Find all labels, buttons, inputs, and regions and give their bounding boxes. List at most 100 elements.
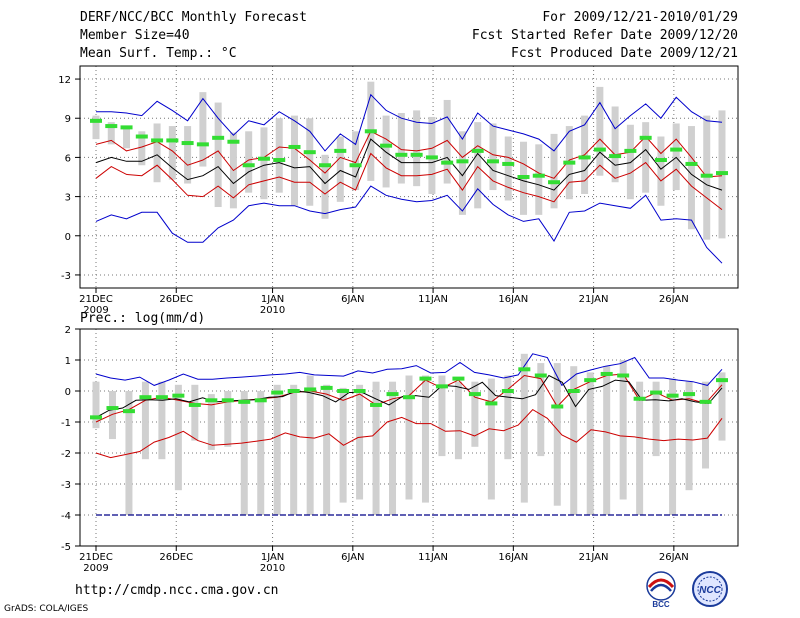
temp-obs-marker [334,148,347,153]
prec-range-bar [636,381,644,515]
temp-range-bar [596,86,604,176]
temp-range-bar [550,133,558,209]
prec-obs-marker [699,399,712,404]
temp-obs-marker [441,160,454,165]
member-size: Member Size=40 [80,28,190,43]
temp-obs-marker [456,159,469,164]
temp-range-bar [504,136,512,201]
variable-label: Mean Surf. Temp.: °C [80,46,237,61]
prec-x-tick-label: 16JAN [498,552,528,563]
prec-obs-marker [435,384,448,389]
temp-obs-marker [120,125,133,130]
temp-range-bar [413,110,421,187]
temp-range-bar [184,126,192,184]
prec-range-bar [290,384,298,515]
temp-obs-marker [670,147,683,152]
prec-range-bar [207,394,215,450]
forecast-period: For 2009/12/21-2010/01/29 [542,10,738,25]
prec-obs-marker [172,393,185,398]
prec-x-tick-label: 6JAN [341,552,364,563]
prec-x-tick-label: 26DEC [159,552,193,563]
ncc-logo: NCC [692,571,728,607]
prec-range-bar [389,381,397,515]
temp-x-tick-label: 21DEC [79,294,113,305]
prec-range-bar [108,391,116,440]
prec-range-bar [158,381,166,460]
temp-obs-marker [563,160,576,165]
temp-x-tick-label: 1JAN [261,294,284,305]
temp-range-bar [336,136,344,202]
prec-obs-marker [304,387,317,392]
prec-obs-marker [106,406,119,411]
prec-y-tick-label: -2 [61,449,71,460]
temp-obs-marker [548,180,561,185]
fcst-produced-date: Fcst Produced Date 2009/12/21 [511,46,738,61]
prec-obs-marker [90,415,102,420]
prec-obs-marker [551,404,564,409]
temp-frame [79,65,739,289]
prec-obs-marker [122,409,135,414]
prec-obs-marker [337,389,350,393]
prec-obs-marker [567,389,580,393]
temp-range-bar [199,92,207,167]
temp-x-tick-year: 2009 [83,305,108,316]
prec-range-bar [553,363,561,506]
prec-range-bar [323,384,331,515]
temp-obs-marker [639,135,652,140]
prec-obs-marker [716,378,728,383]
temp-range-bar [443,99,451,184]
temp-range-bar [687,126,695,230]
prec-range-bar [306,375,314,515]
footer-url[interactable]: http://cmdp.ncc.cma.gov.cn [75,583,279,598]
prec-range-bar [421,375,429,503]
prec-range-bar [537,363,545,457]
temp-range-bar [92,115,100,140]
prec-range-bar [273,384,281,515]
prec-range-bar [125,391,133,515]
temp-range-bar [474,122,482,209]
prec-obs-marker [468,392,481,397]
temp-obs-marker [395,152,408,157]
temp-obs-marker [288,144,301,149]
temp-obs-marker [227,139,240,144]
temp-obs-marker [90,118,102,123]
temp-range-bar [397,113,405,184]
prec-y-tick-label: -4 [61,511,71,522]
prec-title: Prec.: log(mm/d) [80,311,205,326]
temp-y-tick-label: -3 [61,271,71,282]
prec-obs-marker [518,367,531,372]
prec-obs-marker [485,401,498,406]
temp-range-bar [214,102,222,208]
temp-obs-marker [517,175,530,179]
prec-obs-marker [633,396,646,401]
temp-y-tick-label: 6 [65,153,71,164]
temp-range-bar [306,118,314,206]
prec-obs-marker [650,390,663,395]
temp-obs-marker [410,152,423,157]
temp-range-bar [123,127,131,149]
temp-y-tick-label: 0 [65,232,71,243]
temp-obs-marker [364,129,377,134]
prec-range-bar [471,381,479,447]
temp-range-bar [642,122,650,193]
prec-frame [79,328,739,547]
temp-p25-line [95,152,723,210]
prec-obs-marker [205,398,218,403]
prec-x-tick-year: 2009 [83,563,108,574]
temp-obs-marker [486,159,499,164]
prec-obs-marker [452,376,465,381]
prec-obs-marker [353,389,366,393]
prec-range-bar [257,391,265,515]
temp-range-bar [153,123,161,183]
prec-obs-marker [617,373,630,378]
temp-obs-marker [273,158,286,163]
prec-range-bar [454,381,462,460]
temp-range-bar [290,115,298,206]
prec-p25-line [95,408,723,459]
temp-range-bar [672,123,680,191]
temp-obs-marker [609,154,622,159]
temp-obs-marker [196,142,209,147]
temp-range-bar [458,131,466,215]
temp-x-tick-label: 21JAN [579,294,609,305]
temp-obs-marker [578,155,591,160]
